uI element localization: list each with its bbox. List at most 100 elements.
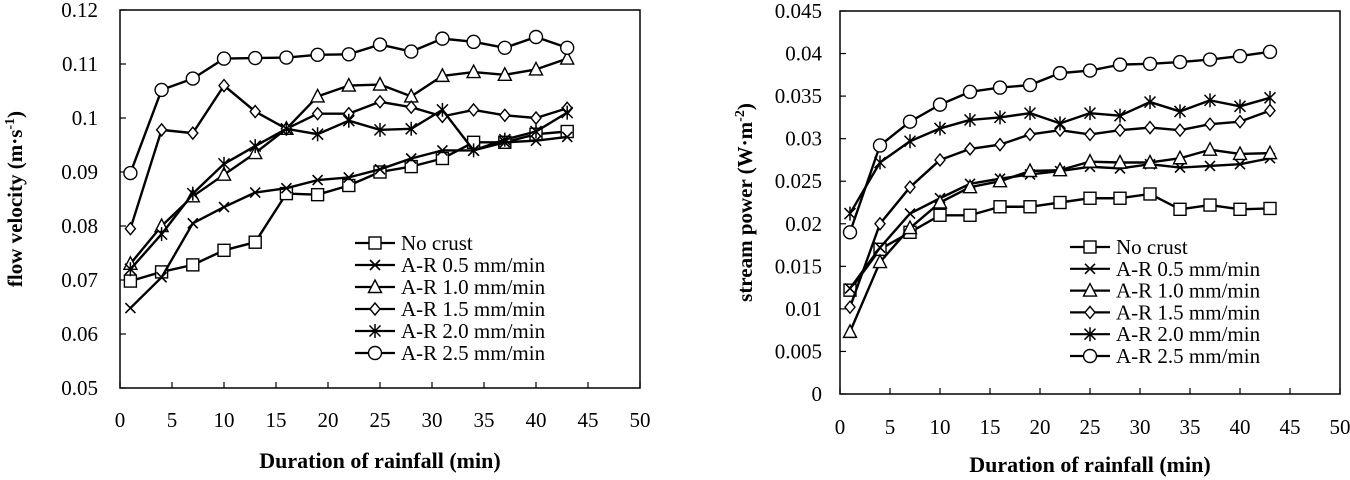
y-axis-title-superscript: -1 xyxy=(3,118,18,130)
data-point xyxy=(1082,153,1098,168)
legend-marker xyxy=(1082,282,1098,297)
data-point xyxy=(310,187,325,202)
legend-marker xyxy=(369,301,381,317)
x-tick-label: 10 xyxy=(214,408,235,432)
data-point xyxy=(1233,99,1247,114)
data-point xyxy=(218,201,230,213)
data-point xyxy=(1202,141,1218,156)
y-tick-label: 0.03 xyxy=(785,127,822,151)
legend-label: A-R 2.0 mm/min xyxy=(401,319,546,343)
legend-label: No crust xyxy=(401,231,473,255)
data-point xyxy=(932,97,948,112)
data-point xyxy=(903,134,917,149)
data-point xyxy=(436,144,448,156)
data-point xyxy=(123,165,138,181)
series-6 xyxy=(842,44,1278,240)
data-point xyxy=(1144,120,1156,135)
legend-item: No crust xyxy=(1070,235,1188,259)
y-axis-title-end: ) xyxy=(3,111,27,118)
data-point xyxy=(560,40,575,55)
data-point xyxy=(1204,117,1216,132)
data-point xyxy=(465,63,482,79)
y-axis-title-end: ) xyxy=(733,103,757,110)
data-point xyxy=(1082,63,1098,78)
data-point xyxy=(1173,104,1187,119)
y-tick-label: 0.035 xyxy=(775,84,822,108)
y-tick-label: 0 xyxy=(812,382,823,406)
y-tick-label: 0.01 xyxy=(785,297,822,321)
y-tick-label: 0.1 xyxy=(72,106,98,130)
legend-item: A-R 1.0 mm/min xyxy=(1070,279,1261,303)
data-point xyxy=(217,243,231,258)
data-point xyxy=(1202,52,1218,67)
legend-marker xyxy=(368,236,382,250)
data-point xyxy=(342,178,356,193)
legend-item: A-R 1.5 mm/min xyxy=(1070,300,1261,324)
data-point xyxy=(994,137,1006,152)
data-point xyxy=(1024,127,1036,142)
legend-item: A-R 1.0 mm/min xyxy=(355,275,546,299)
data-point xyxy=(124,302,136,314)
x-tick-label: 35 xyxy=(1180,415,1201,439)
data-point xyxy=(992,172,1008,188)
data-point xyxy=(842,225,858,240)
data-point xyxy=(497,66,513,82)
data-point xyxy=(186,126,199,141)
y-tick-label: 0.05 xyxy=(61,376,98,400)
data-point xyxy=(1234,158,1246,170)
data-point xyxy=(844,282,856,295)
data-point xyxy=(218,78,230,93)
data-point xyxy=(993,200,1007,214)
data-point xyxy=(1084,127,1096,142)
legend-marker xyxy=(369,259,381,271)
x-tick-label: 45 xyxy=(1280,415,1301,439)
data-point xyxy=(247,50,263,66)
data-point xyxy=(934,152,946,168)
data-point xyxy=(1112,153,1128,169)
data-point xyxy=(902,114,918,129)
series-5 xyxy=(124,102,574,277)
data-point xyxy=(310,47,325,63)
x-tick-label: 20 xyxy=(1030,415,1051,439)
data-point xyxy=(1234,114,1246,129)
legend-marker xyxy=(368,324,382,338)
series-3 xyxy=(122,50,575,270)
data-point xyxy=(497,40,512,55)
legend-marker xyxy=(1083,240,1097,254)
y-tick-label: 0.04 xyxy=(785,42,822,66)
x-tick-label: 45 xyxy=(578,408,599,432)
y-tick-label: 0.02 xyxy=(785,212,822,236)
legend-label: A-R 2.5 mm/min xyxy=(401,341,546,365)
x-tick-label: 25 xyxy=(370,408,391,432)
legend-marker xyxy=(367,278,383,294)
legend-item: A-R 2.0 mm/min xyxy=(355,319,546,343)
data-point xyxy=(933,208,947,222)
data-point xyxy=(530,110,542,126)
data-point xyxy=(1022,77,1038,93)
y-axis-title-superscript: -2 xyxy=(733,110,748,122)
data-point xyxy=(1142,56,1158,71)
legend-label: A-R 0.5 mm/min xyxy=(1116,257,1261,281)
legend-label: A-R 2.0 mm/min xyxy=(1116,322,1261,346)
data-point xyxy=(993,110,1007,125)
data-point xyxy=(404,159,418,174)
data-point xyxy=(1142,153,1158,169)
data-point xyxy=(343,171,355,183)
data-point xyxy=(962,178,978,194)
y-tick-label: 0.045 xyxy=(775,0,822,23)
legend-marker xyxy=(1084,305,1096,320)
series-3 xyxy=(842,141,1278,339)
series-4 xyxy=(124,78,574,236)
data-point xyxy=(1232,48,1248,64)
data-point xyxy=(185,71,201,86)
x-axis-title: Duration of rainfall (min) xyxy=(969,452,1210,477)
legend-item: A-R 0.5 mm/min xyxy=(355,253,546,277)
y-axis-title: flow velocity (m·s-1) xyxy=(3,111,27,287)
data-point xyxy=(405,152,417,165)
y-axis-title-main: stream power (W·m xyxy=(733,121,757,302)
y-tick-label: 0.005 xyxy=(775,339,822,363)
data-point xyxy=(561,105,574,120)
data-point xyxy=(1233,202,1247,217)
series-5 xyxy=(843,90,1277,221)
